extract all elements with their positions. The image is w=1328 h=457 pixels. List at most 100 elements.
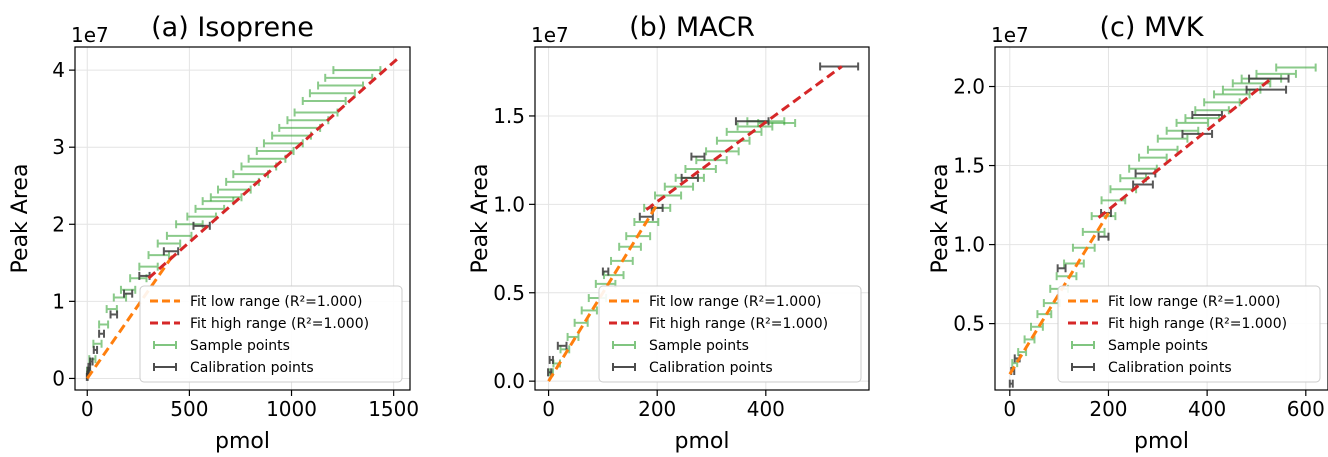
sample-point [1175,118,1210,127]
legend-calibration-swatch [153,363,177,371]
calibration-point [109,310,119,319]
sample-point [684,164,717,173]
calibration-point [1245,85,1288,94]
calibration-point [1008,379,1014,388]
plot-area [547,62,860,382]
legend-sample-label: Sample points [1108,338,1208,354]
calibration-point [1248,74,1290,83]
sample-point [324,73,374,82]
sample-point [301,96,347,105]
sample-point [278,123,322,132]
sample-point [654,191,683,200]
sample-point [175,220,204,229]
legend-sample-swatch [612,341,636,349]
sample-point [1156,134,1189,143]
calibration-point [601,267,610,276]
sample-point [209,193,243,202]
panel-2: 0 200 400 0.0 0.5 1.0 1.5 (b) MACR 1e7 pmol Peak A… [468,12,870,454]
y-tick-label: 1.5 [493,104,525,128]
legend-box [598,285,862,383]
legend: Fit low range (R²=1.000) Fit high range (… [598,285,862,383]
calibration-point [1097,232,1110,241]
fit-high-line [1097,77,1273,219]
y-axis-label: Peak Area [8,164,33,274]
calibration-point [1181,129,1214,138]
x-tick-label: 0 [1003,397,1016,421]
sample-point [1146,145,1179,154]
calibration-point [98,329,106,338]
calibration-point [123,289,134,298]
sample-point [1071,243,1096,252]
sample-point [1055,272,1078,281]
legend-sample-swatch [153,341,177,349]
axes-frame [534,46,870,391]
offset-text: 1e7 [71,23,109,47]
sample-point [566,332,580,341]
fit-low-line [86,254,175,380]
y-tick-label: 0.5 [953,312,985,336]
calibration-point [1056,264,1067,273]
sample-point [165,231,193,240]
sample-point [255,147,295,156]
calibration-point [1132,180,1154,189]
x-axis-label: pmol [1134,429,1189,454]
sample-point [705,147,740,156]
sample-point [1036,310,1053,319]
offset-text: 1e7 [991,23,1029,47]
sample-point [216,185,252,194]
sample-point [186,212,217,221]
plot-area [85,57,399,381]
sample-point [1213,90,1251,99]
sample-point [147,251,170,260]
y-tick-label: 1.0 [493,192,525,216]
y-tick-label: 2.0 [953,75,985,99]
panel-title: (a) Isoprene [151,12,314,43]
sample-point [232,170,270,179]
y-tick-label: 2 [52,212,65,236]
x-axis-label: pmol [675,429,730,454]
y-tick-label: 1.5 [953,154,985,178]
legend-calibration-swatch [612,363,636,371]
sample-point [1081,227,1106,236]
fit-high-line [645,65,843,211]
panel-title: (c) MVK [1100,12,1205,43]
sample-point [293,108,339,117]
sample-point [580,306,598,315]
sample-point [1203,98,1241,107]
sample-point [1030,322,1044,331]
y-axis-label: Peak Area [928,164,953,274]
x-tick-label: 600 [1287,397,1325,421]
plot-area [1008,63,1317,388]
legend-calibration-label: Calibration points [649,360,773,376]
y-axis-label: Peak Area [468,164,493,274]
legend: Fit low range (R²=1.000) Fit high range (… [1057,285,1321,383]
x-tick-label: 200 [638,397,676,421]
legend-box [139,285,403,383]
x-tick-label: 500 [170,397,208,421]
sample-point [201,197,235,206]
sample-point [308,89,356,98]
y-tick-label: 0.5 [493,281,525,305]
y-tick-label: 1 [52,289,65,313]
y-tick-label: 0.0 [493,369,525,393]
x-tick-label: 400 [747,397,785,421]
legend-fit-high-label: Fit high range (R²=1.000) [649,316,828,332]
panel-title: (b) MACR [629,12,755,43]
legend-fit-low-label: Fit low range (R²=1.000) [1108,294,1280,310]
legend-fit-low-label: Fit low range (R²=1.000) [649,294,821,310]
sample-point [194,204,226,213]
sample-point [1255,69,1297,78]
sample-point [1042,299,1061,308]
legend-calibration-swatch [1071,363,1095,371]
y-tick-label: 4 [52,58,65,82]
sample-point [1194,106,1230,115]
sample-point [317,81,365,90]
fit-low-line [1008,212,1110,375]
sample-point [1063,259,1085,268]
sample-point [1138,153,1168,162]
sample-point [98,320,110,329]
sample-point [240,162,278,171]
sample-point [286,116,330,125]
calibration-point [556,341,568,350]
